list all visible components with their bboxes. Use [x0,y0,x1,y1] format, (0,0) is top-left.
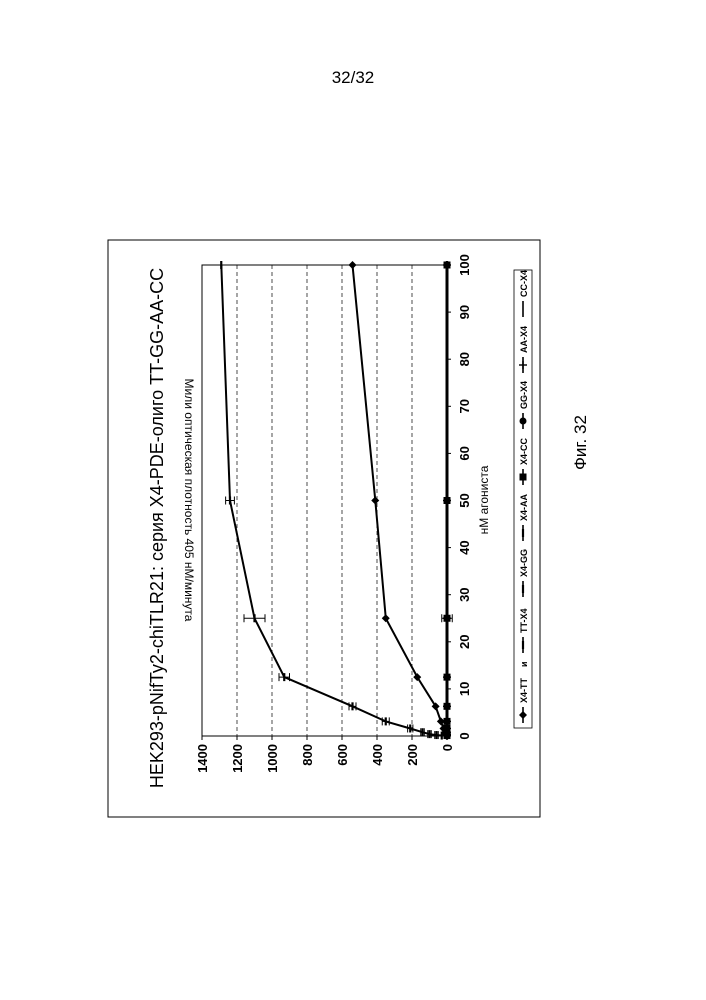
y-tick-label: 1400 [195,744,210,773]
legend-label-aa-x4: AA-X4 [519,326,529,353]
x-tick-label: 90 [457,305,472,319]
y-tick-label: 1000 [265,744,280,773]
x-tick-label: 20 [457,635,472,649]
y-tick-label: 1200 [230,744,245,773]
y-tick-label: 600 [335,744,350,766]
legend-connector: и [519,661,529,667]
x-tick-label: 60 [457,446,472,460]
y-tick-label: 0 [440,744,455,751]
chart-title: HEK293-pNifTy2-chiTLR21: серия X4-PDE-ол… [147,268,167,788]
x-axis-title: нМ агониста [477,465,491,534]
data-point-x4-tt [382,614,390,622]
y-tick-label: 800 [300,744,315,766]
legend-label-tt-x4: TT-X4 [519,608,529,633]
chart-frame [108,240,540,817]
x-tick-label: 100 [457,254,472,276]
legend-marker-x4-cc [520,474,527,481]
legend-marker-gg-x4 [520,418,527,425]
y-axis-title: Мили оптическая плотность 405 нМ/минута [182,379,196,622]
x-tick-label: 50 [457,493,472,507]
legend-label-x4-aa: X4-AA [519,493,529,521]
legend-label-x4-cc: X4-CC [519,437,529,465]
x-tick-label: 30 [457,587,472,601]
x-tick-label: 80 [457,352,472,366]
x-tick-label: 70 [457,399,472,413]
series-line-tt-x4 [221,265,441,736]
y-tick-label: 200 [405,744,420,766]
x-tick-label: 0 [457,732,472,739]
data-point-x4-tt [349,261,357,269]
legend-label-x4-tt: X4-TT [519,677,529,703]
data-point-x4-tt [371,497,379,505]
legend-label-cc-x4: CC-X4 [519,270,529,297]
figure-caption: Фиг. 32 [571,390,591,470]
x-tick-label: 40 [457,540,472,554]
legend-label-x4-gg: X4-GG [519,549,529,577]
x-tick-label: 10 [457,682,472,696]
plot-layer: 0 200 400 600 800 1000 1200 1400 0 10 20 30 40 50 60 70… [195,254,472,773]
y-tick-label: 400 [370,744,385,766]
legend-label-gg-x4: GG-X4 [519,381,529,409]
series-line-x4-tt [353,265,447,736]
